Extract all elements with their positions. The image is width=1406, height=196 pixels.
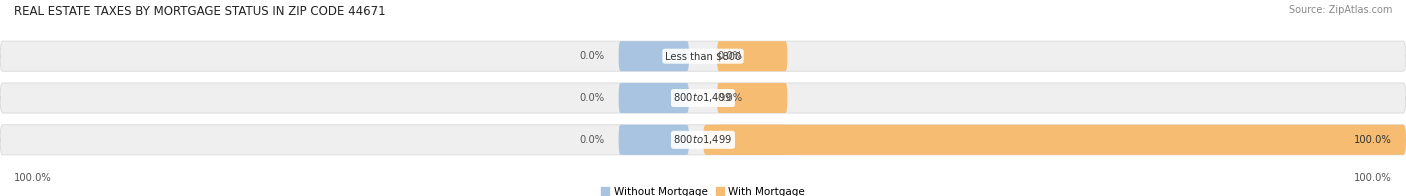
Text: REAL ESTATE TAXES BY MORTGAGE STATUS IN ZIP CODE 44671: REAL ESTATE TAXES BY MORTGAGE STATUS IN …	[14, 5, 385, 18]
FancyBboxPatch shape	[717, 83, 787, 113]
FancyBboxPatch shape	[717, 125, 787, 155]
FancyBboxPatch shape	[0, 41, 1406, 71]
FancyBboxPatch shape	[619, 41, 689, 71]
Text: 0.0%: 0.0%	[717, 93, 742, 103]
Text: 0.0%: 0.0%	[579, 93, 605, 103]
Legend: Without Mortgage, With Mortgage: Without Mortgage, With Mortgage	[600, 187, 806, 196]
Text: $800 to $1,499: $800 to $1,499	[673, 92, 733, 104]
Text: Source: ZipAtlas.com: Source: ZipAtlas.com	[1288, 5, 1392, 15]
Text: 0.0%: 0.0%	[717, 51, 742, 61]
Text: 0.0%: 0.0%	[579, 135, 605, 145]
Text: $800 to $1,499: $800 to $1,499	[673, 133, 733, 146]
Text: 0.0%: 0.0%	[579, 51, 605, 61]
FancyBboxPatch shape	[0, 83, 1406, 113]
FancyBboxPatch shape	[0, 125, 1406, 155]
Text: Less than $800: Less than $800	[665, 51, 741, 61]
FancyBboxPatch shape	[619, 83, 689, 113]
Text: 100.0%: 100.0%	[14, 173, 52, 183]
FancyBboxPatch shape	[703, 125, 1406, 155]
Text: 100.0%: 100.0%	[1354, 135, 1392, 145]
FancyBboxPatch shape	[619, 125, 689, 155]
FancyBboxPatch shape	[717, 41, 787, 71]
Text: 100.0%: 100.0%	[1354, 173, 1392, 183]
